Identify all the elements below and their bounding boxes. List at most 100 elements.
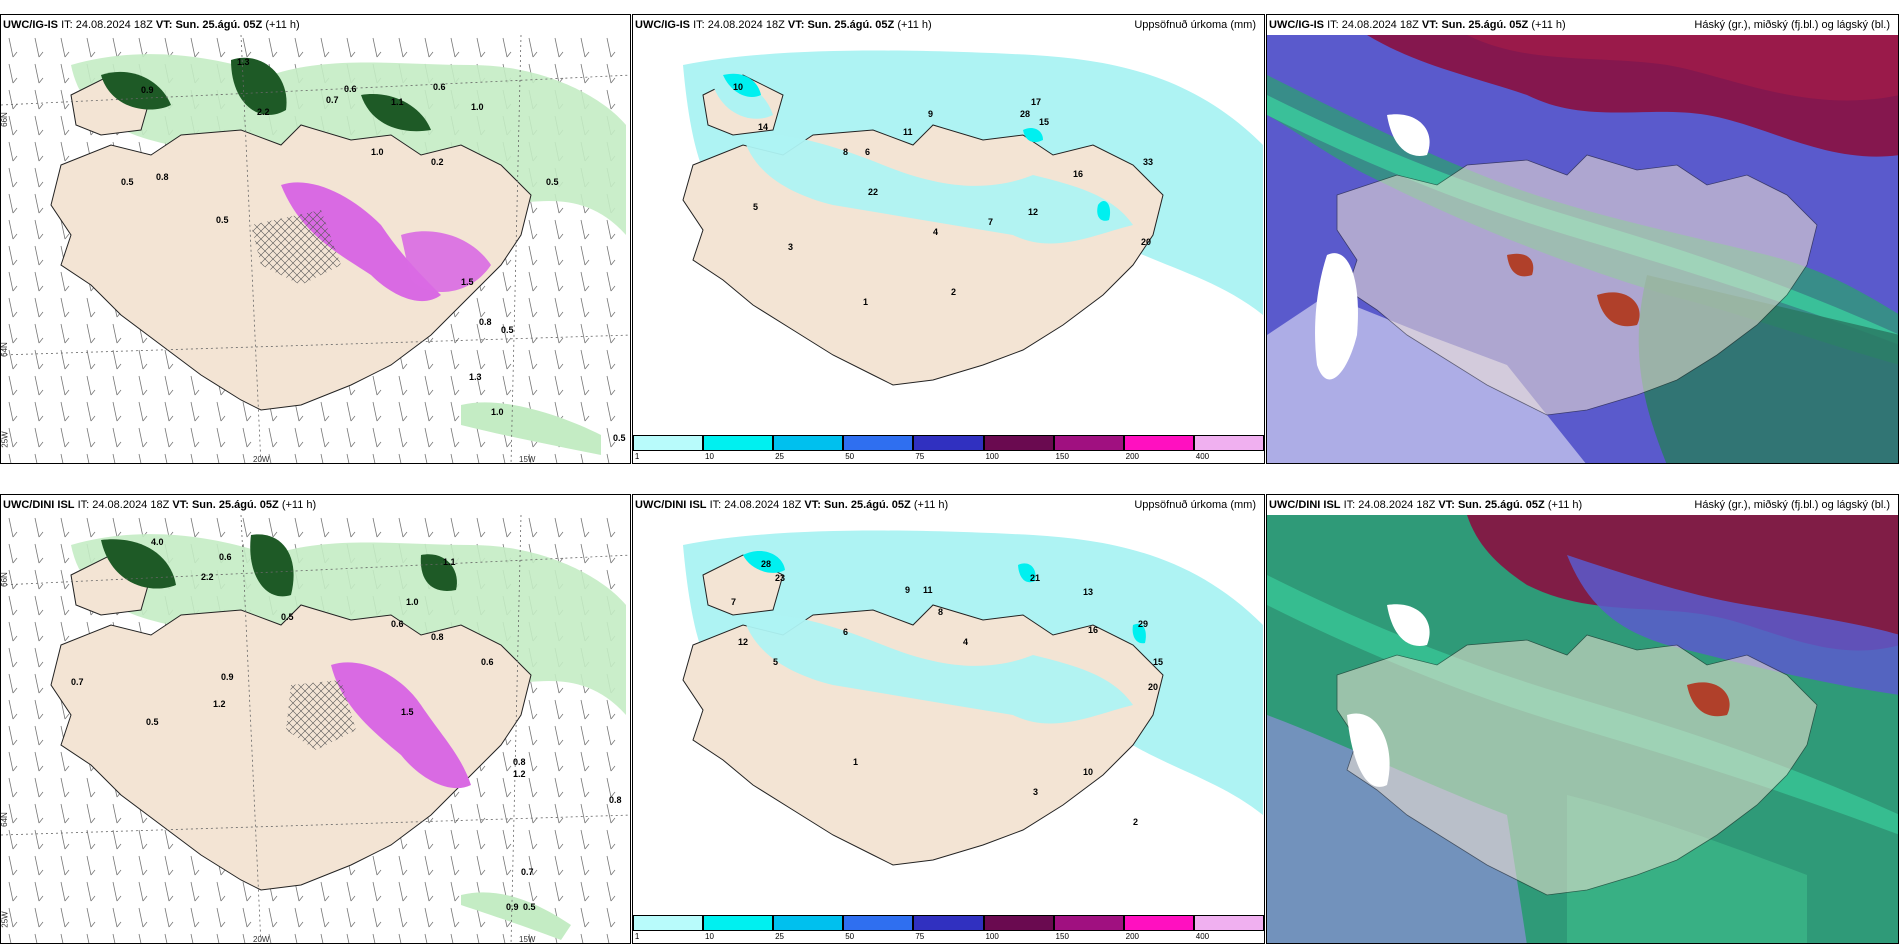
value-label: 12 xyxy=(738,637,748,647)
value-label: 16 xyxy=(1088,625,1098,635)
lat-label: 64N xyxy=(0,812,9,827)
colorbar-label: 100 xyxy=(985,452,999,461)
map-area xyxy=(1267,515,1898,943)
colorbar-label: 75 xyxy=(915,932,925,941)
precip-colorbar: 1 10 25 50 75 100 150 200 400 xyxy=(633,915,1264,943)
value-label: 7 xyxy=(988,217,993,227)
value-label: 1.5 xyxy=(401,707,414,717)
colorbar-swatch xyxy=(703,435,774,451)
colorbar-swatch xyxy=(913,915,984,931)
colorbar-swatch xyxy=(983,915,1054,931)
lat-label: 66N xyxy=(0,572,9,587)
lon-label: 25W xyxy=(0,431,10,448)
value-label: 1.1 xyxy=(391,97,404,107)
value-label: 2 xyxy=(1133,817,1138,827)
value-label: 9 xyxy=(928,109,933,119)
colorbar-label: 1 xyxy=(634,932,640,941)
panel-dini-isl-precip: UWC/DINI ISL IT: 24.08.2024 18Z VT: Sun.… xyxy=(632,494,1265,944)
value-label: 1 xyxy=(863,297,868,307)
iceland-map: 4.0 0.6 2.2 1.1 0.5 0.7 1.0 0.6 0.8 0.9 … xyxy=(1,515,630,943)
value-label: 4 xyxy=(963,637,968,647)
panel-header: UWC/IG-IS IT: 24.08.2024 18Z VT: Sun. 25… xyxy=(1269,19,1566,31)
colorbar-swatch xyxy=(1193,915,1264,931)
colorbar-swatch xyxy=(1123,435,1194,451)
value-label: 1.1 xyxy=(443,557,456,567)
panel-dini-isl-clouds: UWC/DINI ISL IT: 24.08.2024 18Z VT: Sun.… xyxy=(1266,494,1899,944)
lon-label: 25W xyxy=(0,911,10,928)
colorbar-label: 200 xyxy=(1125,932,1140,941)
value-label: 0.5 xyxy=(546,177,559,187)
value-label: 0.8 xyxy=(156,172,169,182)
value-label: 3 xyxy=(1033,787,1038,797)
value-label: 0.6 xyxy=(433,82,446,92)
lon-label: 15W xyxy=(519,455,536,464)
value-label: 9 xyxy=(905,585,910,595)
value-label: 17 xyxy=(1031,97,1041,107)
panel-title: Háský (gr.), miðský (fj.bl.) og lágský (… xyxy=(1694,19,1890,31)
value-label: 23 xyxy=(775,573,785,583)
value-label: 29 xyxy=(1138,619,1148,629)
colorbar-label: 150 xyxy=(1055,452,1069,461)
value-label: 13 xyxy=(1083,587,1093,597)
colorbar-swatch xyxy=(1123,915,1194,931)
panel-ig-is-precip: UWC/IG-IS IT: 24.08.2024 18Z VT: Sun. 25… xyxy=(632,14,1265,464)
colorbar-label: 25 xyxy=(775,452,785,461)
colorbar-swatch xyxy=(633,435,704,451)
lon-label: 20W xyxy=(253,935,270,944)
value-label: 0.6 xyxy=(481,657,494,667)
lat-label: 64N xyxy=(0,342,9,357)
value-label: 0.8 xyxy=(513,757,526,767)
value-label: 15 xyxy=(1153,657,1163,667)
colorbar-label: 200 xyxy=(1125,452,1140,461)
value-label: 1.3 xyxy=(469,372,482,382)
value-label: 12 xyxy=(1028,207,1038,217)
precip-colorbar: 1 10 25 50 75 100 150 200 400 xyxy=(633,435,1264,463)
value-label: 0.8 xyxy=(431,632,444,642)
value-label: 1 xyxy=(853,757,858,767)
value-label: 0.5 xyxy=(281,612,294,622)
colorbar-label: 10 xyxy=(705,452,714,461)
value-label: 20 xyxy=(1148,682,1158,692)
lon-label: 15W xyxy=(519,935,536,944)
colorbar-swatch xyxy=(773,435,844,451)
value-label: 22 xyxy=(868,187,878,197)
value-label: 2.2 xyxy=(201,572,214,582)
value-label: 0.6 xyxy=(391,619,404,629)
colorbar-swatch xyxy=(1053,915,1124,931)
value-label: 1.5 xyxy=(461,277,474,287)
value-label: 0.5 xyxy=(216,215,229,225)
value-label: 0.7 xyxy=(71,677,84,687)
value-label: 0.9 xyxy=(141,85,154,95)
colorbar-label: 25 xyxy=(775,932,785,941)
map-area: 4.0 0.6 2.2 1.1 0.5 0.7 1.0 0.6 0.8 0.9 … xyxy=(1,515,630,943)
colorbar-swatch xyxy=(983,435,1054,451)
colorbar-label: 50 xyxy=(845,932,855,941)
value-label: 28 xyxy=(1020,109,1030,119)
value-label: 0.6 xyxy=(344,84,357,94)
panel-header: UWC/DINI ISL IT: 24.08.2024 18Z VT: Sun.… xyxy=(1269,499,1583,511)
panel-header: UWC/IG-IS IT: 24.08.2024 18Z VT: Sun. 25… xyxy=(3,19,300,31)
value-label: 2 xyxy=(951,287,956,297)
value-label: 0.8 xyxy=(609,795,622,805)
colorbar-swatch xyxy=(913,435,984,451)
value-label: 0.5 xyxy=(501,325,514,335)
value-label: 33 xyxy=(1143,157,1153,167)
value-label: 11 xyxy=(903,127,913,137)
value-label: 15 xyxy=(1039,117,1049,127)
value-label: 0.7 xyxy=(521,867,534,877)
value-label: 0.8 xyxy=(479,317,492,327)
colorbar-label: 400 xyxy=(1195,932,1210,941)
colorbar-swatch xyxy=(1193,435,1264,451)
value-label: 1.0 xyxy=(371,147,384,157)
colorbar-label: 75 xyxy=(915,452,925,461)
value-label: 5 xyxy=(773,657,778,667)
map-area xyxy=(1267,35,1898,463)
colorbar-swatch xyxy=(703,915,774,931)
value-label: 20 xyxy=(1141,237,1151,247)
panel-dini-isl-wind-precip: UWC/DINI ISL IT: 24.08.2024 18Z VT: Sun.… xyxy=(0,494,631,944)
value-label: 6 xyxy=(843,627,848,637)
panel-ig-is-clouds: UWC/IG-IS IT: 24.08.2024 18Z VT: Sun. 25… xyxy=(1266,14,1899,464)
value-label: 5 xyxy=(753,202,758,212)
value-label: 0.2 xyxy=(431,157,444,167)
panel-title: Háský (gr.), miðský (fj.bl.) og lágský (… xyxy=(1694,499,1890,511)
